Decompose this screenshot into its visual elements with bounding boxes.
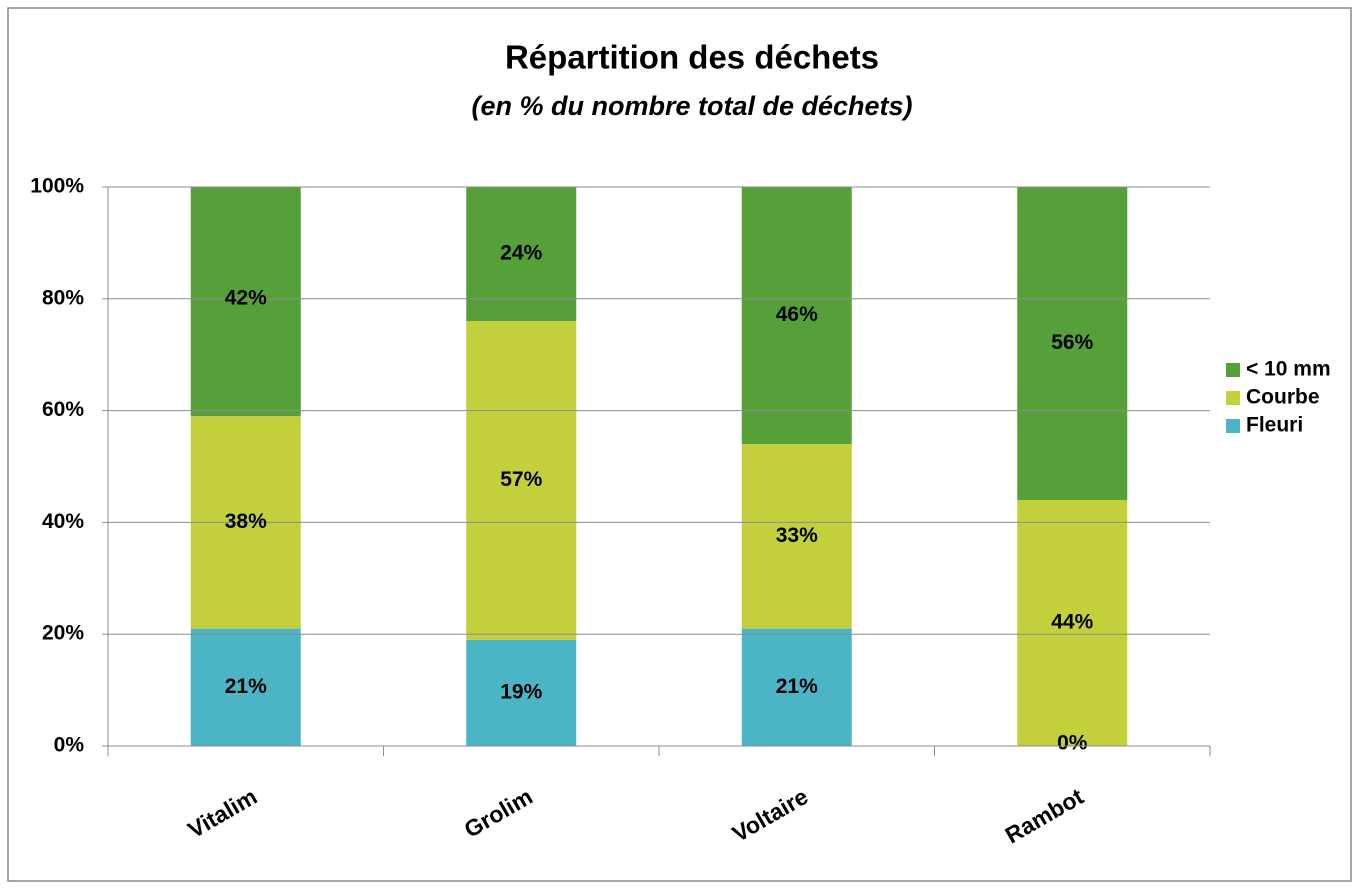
data-label: 44% (1051, 611, 1093, 634)
bar-segment (741, 444, 852, 629)
data-label: 0% (1057, 732, 1088, 755)
y-tick-label: 0% (54, 734, 85, 757)
bar-segment (1017, 500, 1128, 746)
legend-label: < 10 mm (1246, 358, 1331, 381)
y-tick-label: 80% (42, 286, 84, 309)
data-label: 56% (1051, 331, 1093, 354)
bar-segment (190, 628, 301, 746)
data-label: 57% (500, 468, 542, 491)
data-label: 24% (500, 242, 542, 265)
bar-segment (1017, 187, 1128, 501)
y-tick-label: 20% (42, 622, 84, 645)
chart-title: Répartition des déchets (505, 39, 879, 76)
plot-area (190, 187, 1128, 746)
legend-swatch (1226, 419, 1240, 433)
data-label: 33% (776, 524, 818, 547)
data-label: 21% (225, 675, 267, 698)
bar-segment (466, 639, 577, 746)
legend-swatch (1226, 363, 1240, 377)
bar-segment (466, 321, 577, 640)
legend-label: Courbe (1246, 386, 1320, 409)
chart-subtitle: (en % du nombre total de déchets) (471, 91, 912, 121)
y-tick-label: 60% (42, 398, 84, 421)
data-label: 42% (225, 286, 267, 309)
y-tick-label: 40% (42, 510, 84, 533)
legend-swatch (1226, 391, 1240, 405)
bar-segment (741, 628, 852, 746)
data-label: 38% (225, 510, 267, 533)
bar-segment (190, 187, 301, 417)
data-label: 21% (776, 675, 818, 698)
bar-segment (741, 187, 852, 445)
legend-label: Fleuri (1246, 414, 1303, 437)
y-tick-label: 100% (30, 175, 84, 198)
data-label: 19% (500, 680, 542, 703)
data-label: 46% (776, 303, 818, 326)
